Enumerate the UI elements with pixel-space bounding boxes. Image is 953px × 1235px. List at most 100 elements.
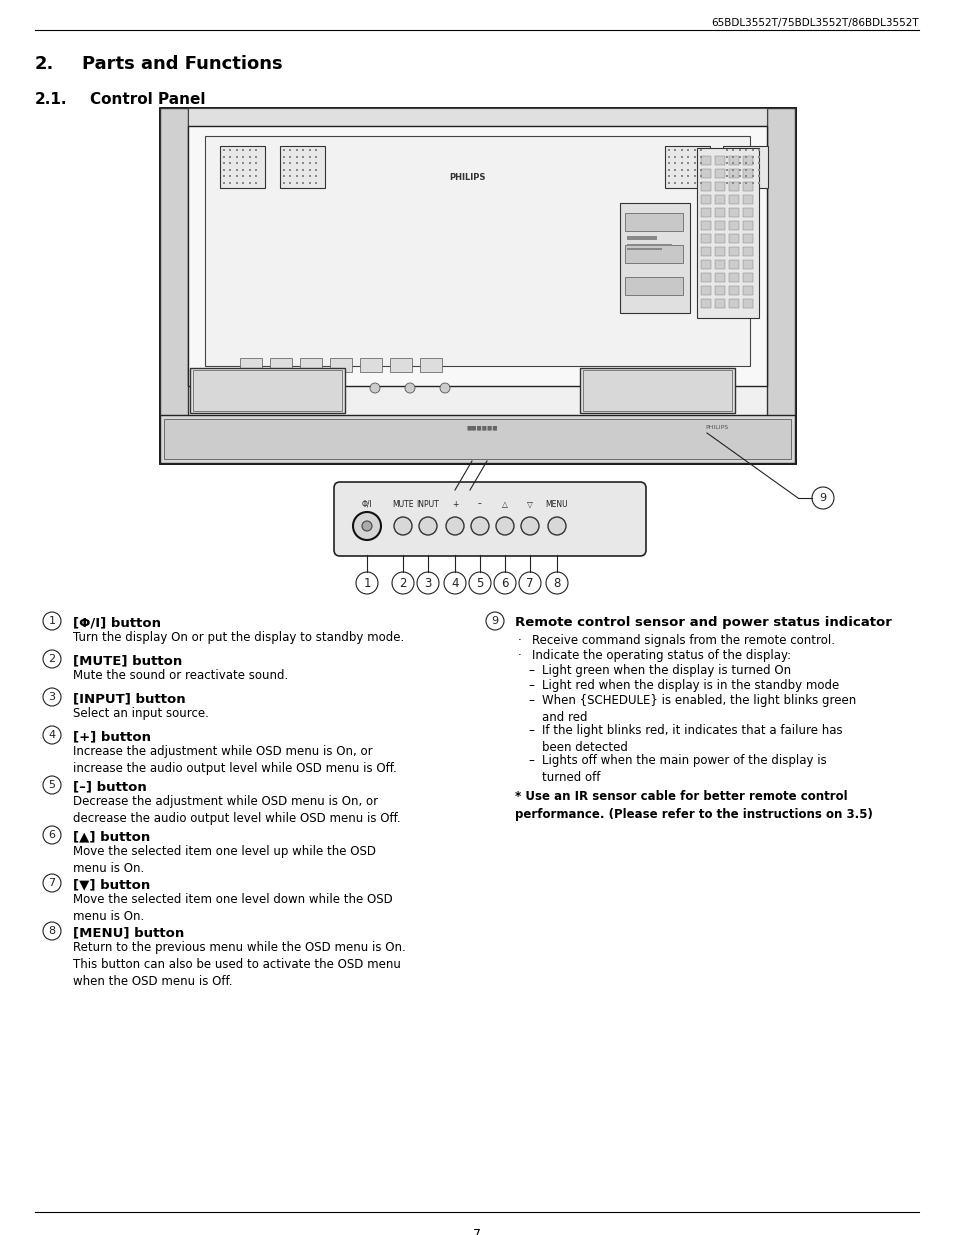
Bar: [270, 358, 292, 372]
Bar: [714, 273, 724, 282]
Bar: [359, 358, 381, 372]
Bar: [700, 156, 710, 165]
Text: Move the selected item one level down while the OSD
menu is On.: Move the selected item one level down wh…: [73, 893, 393, 923]
Text: 7: 7: [49, 878, 55, 888]
Text: 8: 8: [553, 577, 560, 589]
Bar: [742, 299, 752, 308]
Bar: [728, 233, 739, 243]
Bar: [728, 195, 739, 204]
Bar: [700, 207, 710, 217]
Circle shape: [405, 383, 415, 393]
Circle shape: [518, 572, 540, 594]
Bar: [700, 247, 710, 256]
Bar: [742, 247, 752, 256]
Text: ▽: ▽: [526, 499, 533, 509]
Text: Remote control sensor and power status indicator: Remote control sensor and power status i…: [515, 616, 891, 629]
FancyBboxPatch shape: [334, 482, 645, 556]
Text: 7: 7: [526, 577, 533, 589]
Bar: [728, 169, 739, 178]
Text: Turn the display On or put the display to standby mode.: Turn the display On or put the display t…: [73, 631, 404, 643]
Bar: [330, 358, 352, 372]
Text: Control Panel: Control Panel: [90, 91, 205, 107]
Circle shape: [394, 517, 412, 535]
Circle shape: [545, 572, 567, 594]
Circle shape: [353, 513, 380, 540]
Text: 9: 9: [491, 616, 498, 626]
Circle shape: [355, 572, 377, 594]
Bar: [193, 370, 341, 411]
Bar: [700, 299, 710, 308]
Bar: [728, 247, 739, 256]
Bar: [626, 248, 661, 249]
Bar: [190, 368, 345, 412]
Text: Parts and Functions: Parts and Functions: [82, 56, 282, 73]
Text: –: –: [527, 755, 534, 767]
Text: 5: 5: [49, 781, 55, 790]
Bar: [714, 247, 724, 256]
Text: 2.: 2.: [35, 56, 54, 73]
Bar: [742, 169, 752, 178]
Text: △: △: [501, 499, 507, 509]
Text: –: –: [477, 499, 481, 509]
Bar: [728, 221, 739, 230]
Circle shape: [43, 650, 61, 668]
Circle shape: [494, 572, 516, 594]
Text: Lights off when the main power of the display is
turned off: Lights off when the main power of the di…: [541, 755, 826, 784]
Circle shape: [471, 517, 489, 535]
Text: –: –: [527, 679, 534, 692]
Bar: [624, 277, 682, 295]
Text: [Φ/I] button: [Φ/I] button: [73, 616, 161, 629]
Text: [INPUT] button: [INPUT] button: [73, 692, 186, 705]
Bar: [626, 236, 657, 240]
Text: [–] button: [–] button: [73, 781, 147, 793]
Bar: [664, 146, 709, 188]
Bar: [619, 203, 689, 312]
Bar: [766, 107, 794, 463]
Text: 5: 5: [476, 577, 483, 589]
Circle shape: [469, 572, 491, 594]
Bar: [624, 245, 682, 263]
Bar: [205, 136, 749, 366]
Bar: [700, 195, 710, 204]
Circle shape: [370, 383, 379, 393]
Bar: [742, 195, 752, 204]
Bar: [742, 287, 752, 295]
Text: Mute the sound or reactivate sound.: Mute the sound or reactivate sound.: [73, 669, 288, 682]
Text: 7: 7: [473, 1228, 480, 1235]
Text: If the light blinks red, it indicates that a failure has
been detected: If the light blinks red, it indicates th…: [541, 724, 841, 755]
Circle shape: [43, 874, 61, 892]
Circle shape: [43, 776, 61, 794]
Text: MUTE: MUTE: [392, 499, 414, 509]
Text: [▼] button: [▼] button: [73, 878, 150, 890]
Text: 2: 2: [49, 655, 55, 664]
Bar: [728, 273, 739, 282]
Circle shape: [439, 383, 450, 393]
Bar: [700, 261, 710, 269]
Bar: [697, 148, 759, 317]
Bar: [700, 169, 710, 178]
Circle shape: [446, 517, 463, 535]
Bar: [742, 156, 752, 165]
Text: INPUT: INPUT: [416, 499, 439, 509]
Text: ·: ·: [517, 634, 521, 647]
Bar: [160, 415, 794, 463]
Text: PHILIPS: PHILIPS: [704, 425, 727, 430]
Text: [+] button: [+] button: [73, 730, 151, 743]
Text: Light red when the display is in the standby mode: Light red when the display is in the sta…: [541, 679, 839, 692]
Text: MENU: MENU: [545, 499, 568, 509]
Text: Return to the previous menu while the OSD menu is On.
This button can also be us: Return to the previous menu while the OS…: [73, 941, 405, 988]
Bar: [700, 233, 710, 243]
Bar: [714, 156, 724, 165]
Bar: [188, 107, 766, 126]
Bar: [579, 368, 734, 412]
Circle shape: [43, 826, 61, 844]
Bar: [626, 245, 671, 246]
Bar: [220, 146, 265, 188]
Bar: [742, 273, 752, 282]
Bar: [714, 195, 724, 204]
Bar: [240, 358, 262, 372]
Text: 2.1.: 2.1.: [35, 91, 68, 107]
Text: 65BDL3552T/75BDL3552T/86BDL3552T: 65BDL3552T/75BDL3552T/86BDL3552T: [711, 19, 918, 28]
Bar: [722, 146, 767, 188]
Bar: [728, 207, 739, 217]
